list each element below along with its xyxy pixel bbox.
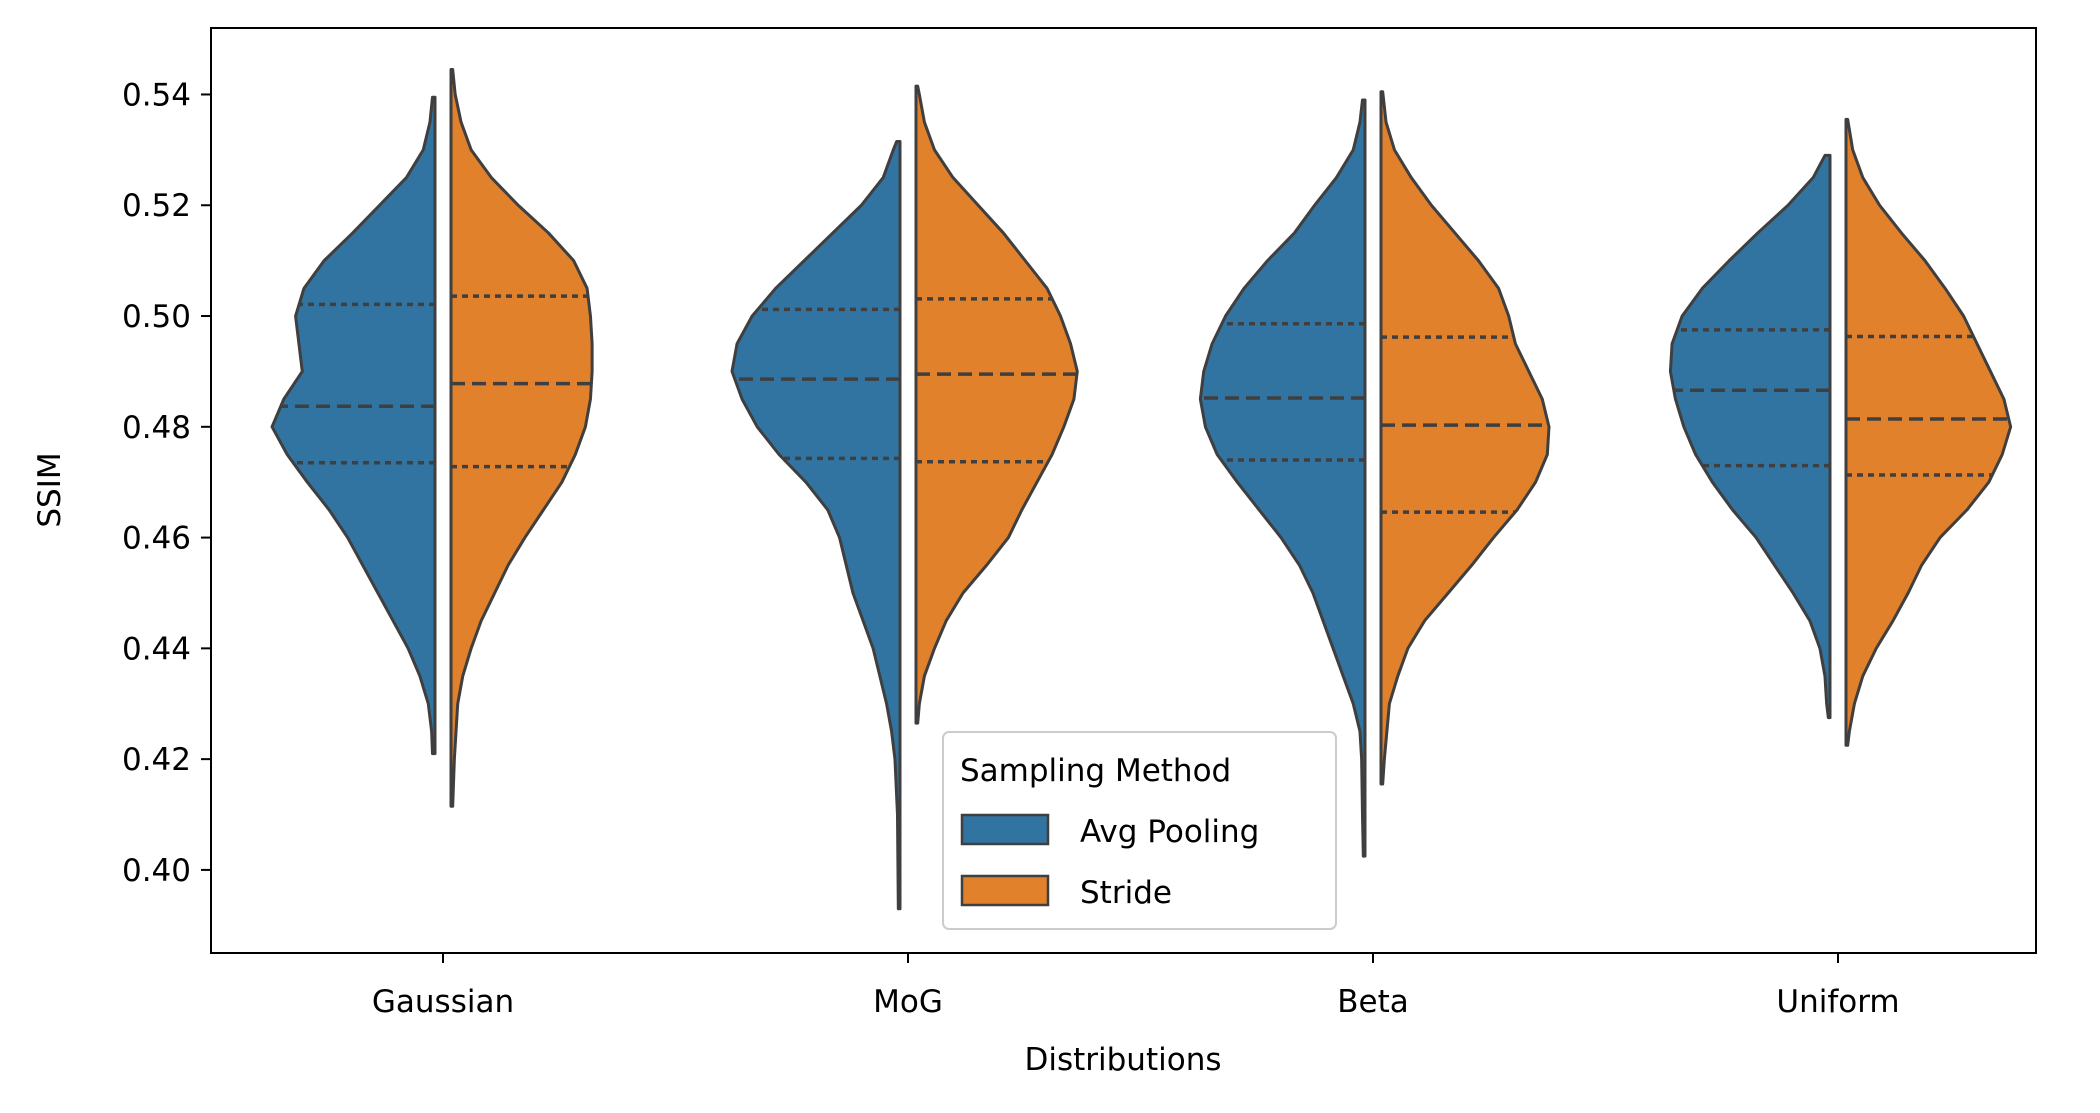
y-axis-label: SSIM [32,452,68,527]
legend-swatch-stride [960,874,1050,907]
x-axis: Gaussian MoG Beta Uniform [372,953,1900,1020]
legend-swatch-avg-pooling [960,813,1050,846]
x-tick-label: Beta [1337,984,1409,1020]
x-tick-label: MoG [873,984,943,1020]
violin-stride-beta [1379,90,1551,786]
violin-stride-mog [914,84,1079,725]
violin-avg-pooling-uniform [1668,153,1832,720]
violin-layer [270,68,2013,911]
y-tick-label: 0.52 [122,188,191,224]
violin-stride-gaussian [449,68,594,808]
legend-title: Sampling Method [960,753,1231,789]
y-tick-label: 0.44 [122,631,191,667]
y-tick-label: 0.54 [122,77,191,113]
x-tick-label: Gaussian [372,984,514,1020]
y-tick-label: 0.40 [122,853,191,889]
legend-label-avg-pooling: Avg Pooling [1080,814,1259,850]
y-tick-label: 0.50 [122,299,191,335]
legend: Sampling Method Avg Pooling Stride [942,731,1337,930]
x-tick-label: Uniform [1776,984,1899,1020]
y-axis: 0.40 0.42 0.44 0.46 0.48 0.50 0.52 0.54 [122,77,211,889]
violin-avg-pooling-gaussian [270,95,437,756]
y-tick-label: 0.42 [122,742,191,778]
violin-stride-uniform [1844,117,2013,747]
y-tick-label: 0.48 [122,410,191,446]
plot-frame [210,27,2037,954]
violin-avg-pooling-beta [1198,98,1367,858]
x-axis-label: Distributions [1024,1042,1221,1078]
violin-avg-pooling-mog [730,140,902,911]
y-tick-label: 0.46 [122,521,191,557]
legend-label-stride: Stride [1080,875,1172,911]
